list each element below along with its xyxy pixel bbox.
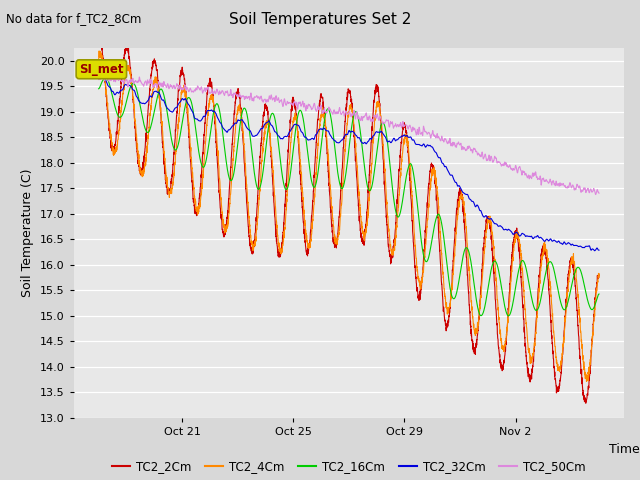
Text: No data for f_TC2_8Cm: No data for f_TC2_8Cm (6, 12, 142, 25)
X-axis label: Time: Time (609, 444, 639, 456)
Legend: TC2_2Cm, TC2_4Cm, TC2_16Cm, TC2_32Cm, TC2_50Cm: TC2_2Cm, TC2_4Cm, TC2_16Cm, TC2_32Cm, TC… (108, 456, 590, 478)
Text: SI_met: SI_met (79, 63, 124, 76)
Y-axis label: Soil Temperature (C): Soil Temperature (C) (21, 168, 35, 297)
Text: Soil Temperatures Set 2: Soil Temperatures Set 2 (229, 12, 411, 27)
